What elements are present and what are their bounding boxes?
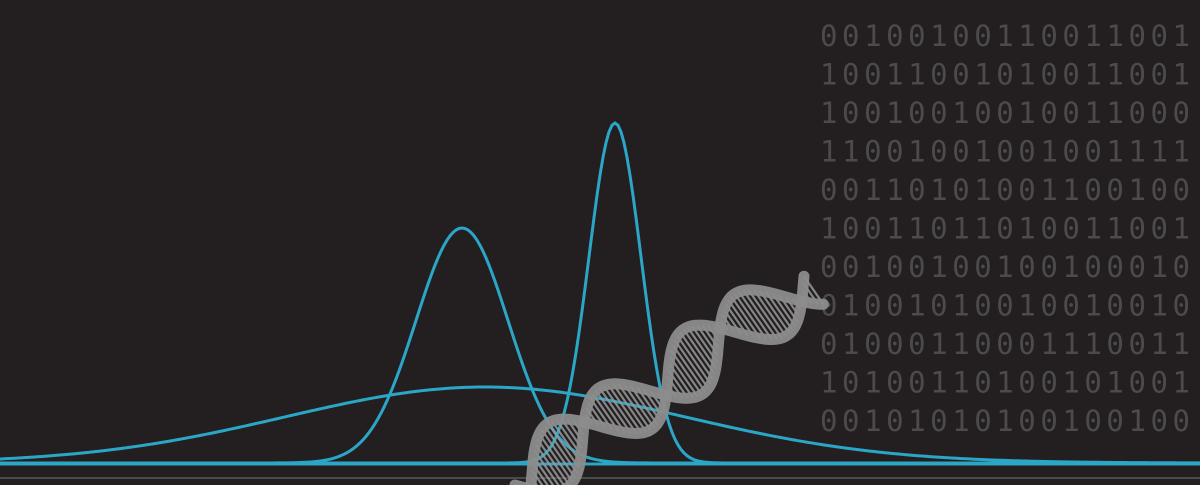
dna-rung [540,428,577,479]
binary-row: 11001001001001111 [820,135,1190,169]
dna-rung [594,389,626,434]
dna-rung [533,449,560,485]
dna-rung [737,291,773,341]
dna-rung [686,326,717,369]
dna-rung [758,290,791,335]
dna-rung [671,344,707,393]
dna-rung [673,339,710,390]
dna-rung [742,289,778,340]
binary-row: 00101010100100100 [820,404,1190,438]
binary-block: 00100100110011001 10011001010011001 100100… [820,19,1190,438]
dna-rung [538,433,574,483]
binary-row: 10010010010011000 [820,96,1190,130]
wide-curve [0,385,1200,465]
dna-rung [747,289,783,339]
binary-row: 10011001010011001 [820,58,1190,92]
dna-rung [551,420,582,463]
dna-strand [525,270,810,485]
binary-row: 01000110001110011 [820,327,1190,361]
binary-row: 10011011010011001 [820,212,1190,246]
binary-row: 10100110100101001 [820,366,1190,400]
bell-curves [0,121,1200,466]
dna-rung [623,384,655,429]
binary-row: 01001010010010010 [820,289,1190,323]
dna-rung [543,425,579,474]
dna-rung [598,387,632,434]
dna-rung [547,422,580,469]
dna-rung [617,383,652,431]
dna-rung [679,331,714,381]
dna-rung [536,438,571,485]
dna-rung [612,383,648,433]
dna-helix [509,270,829,485]
dna-rung [682,328,716,375]
dna-rung [602,385,638,435]
binary-row: 00100100110011001 [820,19,1190,53]
dna-rung [753,289,787,337]
dna-rung [669,356,699,398]
binary-row: 00110101001100100 [820,173,1190,207]
dna-rung [670,349,703,396]
binary-row: 00100100100100010 [820,250,1190,284]
dna-rung [676,335,712,385]
dna-rung [733,293,768,340]
dna-rung [607,383,643,434]
dna-rung [534,443,566,485]
dna-rung [730,295,762,340]
